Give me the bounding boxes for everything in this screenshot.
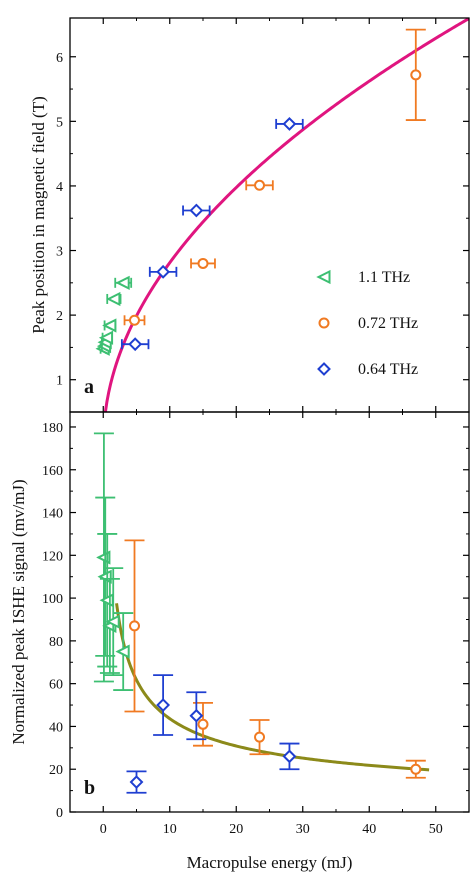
- x-tick-label: 20: [229, 822, 243, 837]
- series-1_1-THz: [93, 432, 134, 691]
- data-point: [197, 257, 209, 269]
- data-point: [282, 749, 297, 764]
- data-point: [189, 708, 204, 723]
- y-axis-title: Normalized peak ISHE signal (mv/mJ): [9, 479, 28, 744]
- fit-curve: [103, 18, 469, 412]
- data-point: [115, 275, 130, 290]
- legend-marker: [316, 269, 331, 285]
- data-point: [106, 291, 121, 307]
- y-tick-label: 140: [42, 507, 63, 522]
- data-point: [282, 117, 297, 131]
- data-point: [102, 318, 117, 333]
- legend-item: 0.64 THz: [317, 361, 418, 378]
- x-tick-label: 10: [163, 822, 177, 837]
- data-point: [410, 69, 422, 81]
- legend-label: 1.1 THz: [358, 269, 410, 286]
- legend-marker: [317, 362, 331, 376]
- x-tick-label: 40: [362, 822, 376, 837]
- y-tick-label: 0: [56, 806, 63, 821]
- y-tick-label: 1: [56, 374, 63, 389]
- y-tick-label: 5: [56, 115, 63, 130]
- x-tick-label: 50: [429, 822, 443, 837]
- legend: 1.1 THz 0.72 THz 0.64 THz: [316, 269, 418, 378]
- data-point: [254, 731, 266, 743]
- panel-frame: [69, 17, 470, 413]
- data-point: [129, 775, 144, 789]
- data-point: [98, 330, 114, 345]
- series-0_72-THz: [124, 539, 426, 779]
- y-tick-label: 6: [56, 51, 63, 66]
- legend-label: 0.72 THz: [358, 315, 418, 332]
- y-tick-label: 120: [42, 549, 63, 564]
- y-tick-label: 2: [56, 309, 63, 324]
- y-tick-label: 40: [49, 720, 63, 735]
- data-point: [189, 203, 204, 218]
- legend-item: 0.72 THz: [318, 315, 418, 332]
- y-tick-label: 80: [49, 635, 63, 650]
- data-point: [410, 763, 422, 775]
- y-tick-label: 100: [42, 592, 63, 607]
- y-tick-label: 180: [42, 421, 63, 436]
- data-point: [105, 614, 120, 629]
- data-point: [254, 179, 266, 191]
- y-tick-label: 160: [42, 464, 63, 479]
- legend-label: 0.64 THz: [358, 361, 418, 378]
- x-tick-label: 30: [296, 822, 310, 837]
- data-point: [197, 718, 209, 730]
- y-tick-label: 60: [49, 678, 63, 693]
- data-point: [129, 314, 141, 326]
- panel-label: b: [84, 777, 95, 799]
- series-0_72-THz: [123, 28, 426, 326]
- y-tick-label: 3: [56, 245, 63, 260]
- y-tick-label: 4: [56, 180, 63, 195]
- y-axis-title: Peak position in magnetic field (T): [29, 96, 48, 333]
- data-point: [115, 644, 130, 659]
- panel-b: 0 10 20 30 40 50 0 20 40 60 80 100 120 140 160 180 Norma…: [9, 411, 470, 872]
- data-point: [128, 337, 143, 352]
- y-tick-label: 20: [49, 763, 63, 778]
- series-0_64-THz: [126, 674, 300, 794]
- series-1_1-THz: [95, 275, 133, 356]
- data-point: [156, 698, 171, 712]
- panel-a: 1 2 3 4 5 6 Peak position in magnetic field (T…: [29, 17, 470, 413]
- data-point: [129, 620, 141, 632]
- data-point: [156, 264, 171, 279]
- legend-item: 1.1 THz: [316, 269, 410, 286]
- x-tick-label: 0: [100, 822, 107, 837]
- fit-curve: [115, 603, 430, 772]
- legend-marker: [318, 317, 330, 329]
- series-0_64-THz: [120, 117, 304, 352]
- x-axis-title: Macropulse energy (mJ): [187, 853, 353, 872]
- panel-label: a: [84, 376, 94, 398]
